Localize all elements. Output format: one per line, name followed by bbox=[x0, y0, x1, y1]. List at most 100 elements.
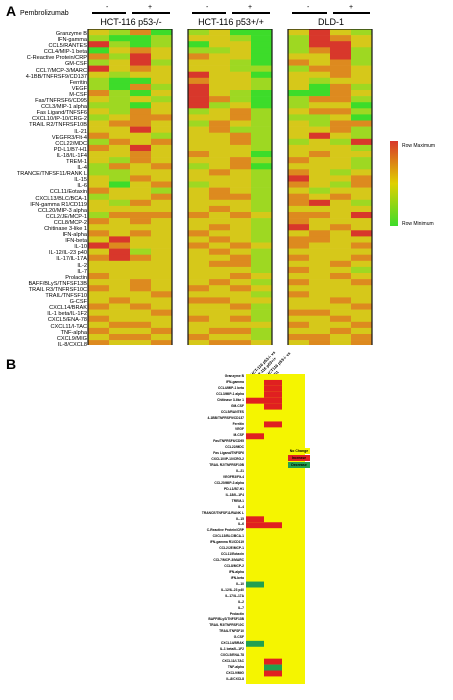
heatmap-cell bbox=[288, 114, 309, 121]
heatmap-cell bbox=[151, 321, 172, 329]
heatmap-cell bbox=[130, 132, 151, 140]
group3-plus: + bbox=[349, 4, 354, 11]
heatmap-cell bbox=[230, 114, 251, 121]
heatmap-cell bbox=[188, 77, 209, 85]
heatmap-cell bbox=[130, 205, 151, 213]
heatmap-cell bbox=[351, 35, 372, 42]
heatmap-row-label: IL-8/CXCL8 bbox=[57, 341, 87, 348]
heatmap-cell bbox=[309, 138, 330, 146]
heatmap-cell bbox=[288, 47, 309, 54]
heatmap-cell bbox=[130, 236, 151, 243]
heatmap-row-label: IFN-gamma bbox=[57, 37, 87, 44]
heatmap-cell bbox=[230, 291, 251, 298]
legend-decrease: Decrease bbox=[288, 462, 310, 468]
heatmap-cell bbox=[288, 334, 309, 341]
heatmap-cell bbox=[209, 315, 230, 323]
panelb-col-header-2: HCT116 p53-/- vs DLD1 bbox=[265, 350, 292, 380]
heatmap-cell bbox=[209, 29, 230, 36]
heatmap-cell bbox=[351, 169, 372, 176]
heatmap-cell bbox=[151, 132, 172, 140]
heatmap-cell bbox=[251, 77, 272, 85]
heatmap-cell bbox=[251, 114, 272, 121]
heatmap-cell bbox=[109, 59, 130, 66]
heatmap-cell bbox=[351, 303, 372, 310]
heatmap-cell bbox=[209, 151, 230, 158]
heatmap-cell bbox=[309, 157, 330, 164]
heatmap-cell bbox=[230, 327, 251, 335]
heatmap-cell bbox=[330, 340, 351, 345]
heatmap-cell bbox=[351, 163, 372, 170]
panelb-row-label: IL-2 bbox=[238, 599, 244, 604]
heatmap-cell bbox=[288, 181, 309, 188]
heatmap-cell bbox=[251, 266, 272, 274]
heatmap-cell bbox=[130, 29, 151, 36]
heatmap-cell bbox=[109, 175, 130, 182]
heatmap-cell bbox=[309, 334, 330, 341]
heatmap-cell bbox=[288, 327, 309, 335]
panelb-row-label: Prolactin bbox=[229, 611, 244, 616]
heatmap-cell bbox=[188, 303, 209, 310]
heatmap-row-label: CXCL9/MIG bbox=[56, 335, 87, 342]
heatmap-cell bbox=[188, 260, 209, 268]
heatmap-cell bbox=[151, 83, 172, 91]
heatmap-cell bbox=[151, 266, 172, 274]
heatmap-cell bbox=[288, 218, 309, 225]
heatmap-cell bbox=[109, 144, 130, 152]
heatmap-cell bbox=[230, 242, 251, 249]
heatmap-row-label: CXCL13/BLC/BCA-1 bbox=[35, 195, 87, 202]
heatmap-cell bbox=[109, 340, 130, 345]
panelb-cell bbox=[264, 522, 282, 529]
heatmap-cell bbox=[230, 193, 251, 201]
heatmap-cell bbox=[88, 327, 109, 335]
heatmap-cell bbox=[309, 242, 330, 249]
heatmap-cell bbox=[330, 212, 351, 219]
heatmap-cell bbox=[330, 205, 351, 213]
heatmap-cell bbox=[109, 90, 130, 97]
heatmap-cell bbox=[151, 230, 172, 237]
heatmap-cell bbox=[309, 260, 330, 268]
heatmap-cell bbox=[209, 297, 230, 304]
heatmap-cell bbox=[109, 218, 130, 225]
heatmap-cell bbox=[151, 138, 172, 146]
heatmap-group-border bbox=[187, 29, 273, 345]
heatmap-cell bbox=[309, 65, 330, 72]
heatmap-cell bbox=[309, 254, 330, 262]
heatmap-cell bbox=[309, 47, 330, 54]
heatmap-row-label: IL-18/IL-1F4 bbox=[56, 152, 87, 159]
heatmap-cell bbox=[351, 309, 372, 316]
heatmap-cell bbox=[188, 120, 209, 127]
heatmap-cell bbox=[109, 248, 130, 255]
heatmap-cell bbox=[151, 279, 172, 286]
heatmap-cell bbox=[230, 126, 251, 133]
heatmap-cell bbox=[351, 260, 372, 268]
heatmap-cell bbox=[351, 279, 372, 286]
panelb-row-label: C-Reactive Protein/CRP bbox=[206, 528, 244, 533]
heatmap-cell bbox=[351, 242, 372, 249]
heatmap-cell bbox=[209, 41, 230, 48]
panelb-cell bbox=[246, 516, 264, 523]
heatmap-cell bbox=[309, 297, 330, 304]
heatmap-cell bbox=[251, 273, 272, 280]
heatmap-cell bbox=[288, 108, 309, 115]
heatmap-cell bbox=[330, 65, 351, 72]
heatmap-cell bbox=[88, 230, 109, 237]
heatmap-cell bbox=[351, 59, 372, 66]
heatmap-cell bbox=[151, 242, 172, 249]
heatmap-cell bbox=[151, 291, 172, 298]
heatmap-cell bbox=[188, 65, 209, 72]
heatmap-cell bbox=[151, 53, 172, 60]
heatmap-cell bbox=[230, 29, 251, 36]
heatmap-cell bbox=[130, 193, 151, 201]
heatmap-cell bbox=[88, 321, 109, 329]
heatmap-cell bbox=[230, 59, 251, 66]
heatmap-cell bbox=[88, 126, 109, 133]
heatmap-cell bbox=[330, 169, 351, 176]
heatmap-cell bbox=[88, 273, 109, 280]
heatmap-cell bbox=[88, 108, 109, 115]
heatmap-cell bbox=[209, 65, 230, 72]
heatmap-cell bbox=[351, 175, 372, 182]
heatmap-cell bbox=[209, 212, 230, 219]
heatmap-cell bbox=[351, 205, 372, 213]
heatmap-cell bbox=[330, 138, 351, 146]
heatmap-cell bbox=[209, 53, 230, 60]
